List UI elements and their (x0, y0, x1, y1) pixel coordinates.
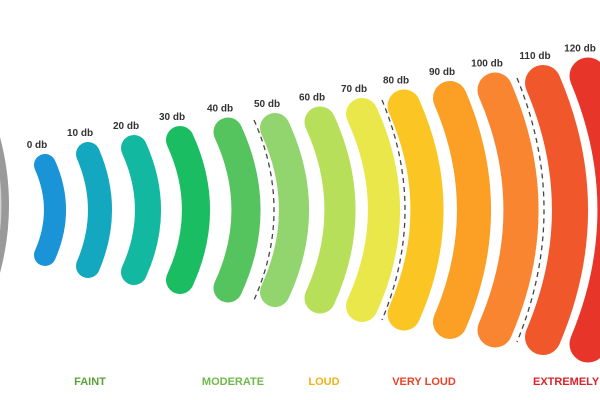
db-label-11: 110 db (519, 51, 550, 62)
decibel-bands (34, 57, 600, 363)
band-5 (260, 113, 309, 307)
category-labels: FAINT MODERATE LOUD VERY LOUD EXTREMELY LO (74, 376, 600, 388)
band-7 (346, 98, 400, 322)
band-12 (569, 57, 600, 363)
band-8 (387, 89, 444, 331)
category-divider-2 (516, 77, 545, 343)
band-2 (121, 135, 161, 285)
db-label-0: 0 db (27, 140, 48, 151)
band-0 (34, 154, 66, 266)
db-label-1: 10 db (67, 128, 93, 139)
category-divider-0 (253, 119, 275, 301)
band-11 (525, 65, 588, 355)
band-9 (433, 81, 491, 339)
speaker-rim (0, 137, 9, 273)
db-label-12: 120 db (564, 44, 596, 55)
speaker-icon (0, 137, 9, 273)
db-label-5: 50 db (254, 99, 280, 110)
category-divider-1 (381, 99, 406, 321)
db-label-10: 100 db (471, 59, 503, 70)
db-label-2: 20 db (113, 121, 139, 132)
db-label-7: 70 db (341, 84, 367, 95)
band-6 (304, 106, 356, 314)
band-10 (477, 72, 539, 348)
db-label-9: 90 db (429, 67, 455, 78)
db-label-8: 80 db (383, 76, 409, 87)
category-label-1: MODERATE (202, 376, 264, 388)
db-label-3: 30 db (159, 112, 185, 123)
band-3 (166, 126, 210, 294)
band-1 (76, 142, 112, 278)
decibel-labels: 0 db 10 db 20 db 30 db 40 db 50 db 60 db 70 db 8… (27, 44, 596, 152)
category-label-0: FAINT (74, 376, 106, 388)
band-4 (213, 117, 261, 303)
category-label-4: EXTREMELY LO (533, 376, 600, 388)
category-label-3: VERY LOUD (392, 376, 456, 388)
category-dividers (253, 77, 545, 343)
db-label-6: 60 db (299, 93, 325, 104)
db-label-4: 40 db (207, 104, 233, 115)
category-label-2: LOUD (308, 376, 339, 388)
